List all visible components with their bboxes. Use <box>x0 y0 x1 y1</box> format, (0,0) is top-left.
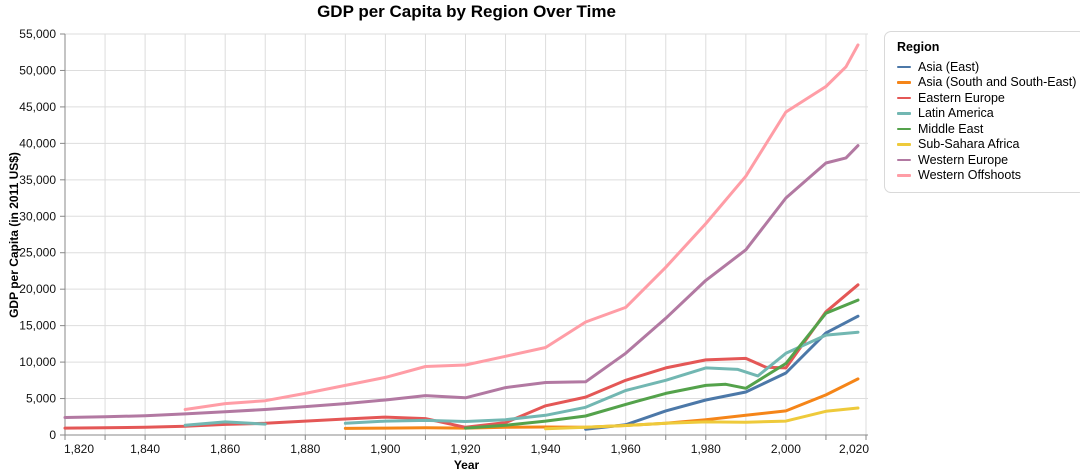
x-tick-label: 1,900 <box>370 442 400 456</box>
y-tick-label: 45,000 <box>19 100 56 114</box>
y-tick-label: 20,000 <box>19 282 56 296</box>
legend-swatch-icon <box>897 143 911 146</box>
x-tick-label: 1,980 <box>691 442 721 456</box>
legend-item: Asia (East) <box>897 59 1075 75</box>
legend-item-label: Eastern Europe <box>918 90 1005 105</box>
legend-swatch-icon <box>897 127 911 130</box>
legend-items: Asia (East) Asia (South and South-East) Ea… <box>897 59 1077 184</box>
legend-item: Western Europe <box>897 152 1075 168</box>
legend-item: Sub-Sahara Africa <box>897 137 1075 153</box>
line-series-sub-sahara-africa <box>544 406 860 431</box>
y-tick-label: 50,000 <box>19 63 56 77</box>
legend-item-label: Western Offshoots <box>918 168 1022 183</box>
legend-item-label: Latin America <box>918 106 994 121</box>
y-axis-title: GDP per Capita (in 2011 US$) <box>7 152 21 318</box>
y-tick-label: 10,000 <box>19 355 56 369</box>
y-tick-label: 35,000 <box>19 173 56 187</box>
line-series-western-offshoots <box>183 43 860 411</box>
gridlines <box>64 33 868 436</box>
legend-swatch-icon <box>897 81 911 84</box>
y-tick-label: 55,000 <box>19 27 56 41</box>
legend-item: Eastern Europe <box>897 90 1075 106</box>
x-tick-label: 1,960 <box>611 442 641 456</box>
axis-labels: 1,820 1,840 1,860 1,880 1,900 1,920 1,940 1,960… <box>19 27 869 456</box>
legend-swatch-icon <box>897 65 911 68</box>
y-tick-label: 25,000 <box>19 246 56 260</box>
x-tick-label: 2,000 <box>771 442 801 456</box>
x-tick-label: 1,840 <box>130 442 160 456</box>
legend-swatch-icon <box>897 96 911 99</box>
line-series-eastern-europe <box>63 283 860 430</box>
legend-item-label: Asia (South and South-East) <box>918 75 1077 90</box>
legend-item: Latin America <box>897 106 1075 122</box>
x-tick-label: 2,020 <box>839 442 869 456</box>
line-series-latin-america <box>183 420 267 427</box>
line-series-middle-east <box>463 298 860 430</box>
legend-item: Middle East <box>897 121 1075 137</box>
legend-swatch-icon <box>897 174 911 177</box>
y-tick-label: 5,000 <box>26 392 56 406</box>
legend-title: Region <box>897 40 940 54</box>
y-tick-label: 15,000 <box>19 319 56 333</box>
line-series-western-europe <box>63 144 860 419</box>
legend-item: Asia (South and South-East) <box>897 75 1077 91</box>
legend-item-label: Western Europe <box>918 152 1009 167</box>
y-tick-label: 40,000 <box>19 136 56 150</box>
legend-swatch-icon <box>897 112 911 115</box>
legend-swatch-icon <box>897 158 911 161</box>
x-tick-label: 1,920 <box>450 442 480 456</box>
x-tick-label: 1,820 <box>64 442 94 456</box>
legend: Region Asia (East) Asia (South and South-… <box>884 31 1080 193</box>
axes <box>60 33 868 440</box>
chart-title: GDP per Capita by Region Over Time <box>317 2 616 21</box>
y-tick-label: 30,000 <box>19 209 56 223</box>
x-tick-label: 1,880 <box>290 442 320 456</box>
legend-item: Western Offshoots <box>897 168 1075 184</box>
x-axis-title: Year <box>453 458 480 472</box>
legend-item-label: Asia (East) <box>918 59 980 74</box>
series-lines <box>63 43 860 431</box>
x-tick-label: 1,860 <box>210 442 240 456</box>
x-tick-label: 1,940 <box>531 442 561 456</box>
line-series-latin-america <box>343 330 860 425</box>
y-tick-label: 0 <box>49 428 56 442</box>
legend-item-label: Middle East <box>918 121 984 136</box>
legend-item-label: Sub-Sahara Africa <box>918 137 1020 152</box>
